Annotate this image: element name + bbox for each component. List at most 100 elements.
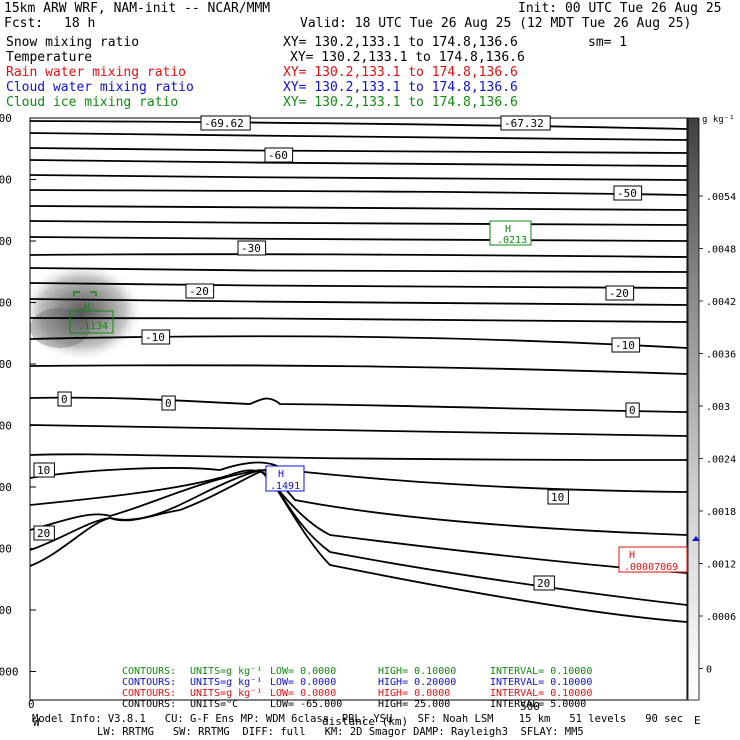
isotherm xyxy=(30,236,687,242)
max-h-ice2: H xyxy=(84,302,90,313)
isotherm xyxy=(30,282,687,289)
max-value-ice2: .1134 xyxy=(78,321,108,332)
contour-info-cell: CONTOURS: xyxy=(122,677,176,688)
temperature-label-box xyxy=(613,185,643,201)
y-tick-label: 500 xyxy=(0,358,12,371)
forecast-hour: 18 h xyxy=(64,16,96,31)
temperature-label-box xyxy=(547,489,569,505)
colorbar xyxy=(687,117,700,701)
temperature-label: -69.62 xyxy=(204,117,244,130)
y-tick-label: .00 xyxy=(0,112,12,125)
contour-info-cell: UNITS=°C xyxy=(190,699,238,710)
temperature-label: -10 xyxy=(615,339,635,352)
contour-info-cell: CONTOURS: xyxy=(122,699,176,710)
x-tick-500: 500 xyxy=(520,700,540,713)
plot-frame xyxy=(29,117,688,701)
temperature-label: 0 xyxy=(61,393,68,406)
y-tick-label: 200 xyxy=(0,174,12,187)
contour-info-cell: UNITS=g kg⁻¹ xyxy=(190,688,262,699)
y-tick-label: 900 xyxy=(0,604,12,617)
x-tick-0: 0 xyxy=(28,698,35,711)
isotherm xyxy=(30,147,687,154)
model-physics: LW: RRTMG SW: RRTMG DIFF: full KM: 2D Sm… xyxy=(97,726,584,738)
contour-info-cell: UNITS=g kg⁻¹ xyxy=(190,677,262,688)
temperature-label-box xyxy=(33,525,55,541)
x-end-right: E xyxy=(694,714,701,727)
temperature-label: 0 xyxy=(165,397,172,410)
max-value-ice1: .0213 xyxy=(497,235,527,246)
colorbar-tick-label: .0042 xyxy=(706,297,736,308)
isotherm xyxy=(30,396,687,413)
isotherm xyxy=(30,220,687,226)
temperature-label: -60 xyxy=(268,149,288,162)
contour-info-cell: INTERVAL= 5.0000 xyxy=(490,699,586,710)
contour-info-cell: CONTOURS: xyxy=(122,666,176,677)
temperature-label: -20 xyxy=(189,285,209,298)
colorbar-tick-label: .0012 xyxy=(706,560,736,571)
maxima-ice-2: H .1134 xyxy=(69,291,114,334)
temperature-label-box xyxy=(200,115,251,131)
temperature-label-box xyxy=(33,462,55,478)
temperature-label: 20 xyxy=(37,527,50,540)
max-h-rain: H xyxy=(629,550,635,561)
isotherm xyxy=(30,468,687,623)
isotherm xyxy=(30,120,687,130)
colorbar-ticks: .0054 .0048 .0042 .0036 .003 .0024 .0018 .0012.… xyxy=(699,115,736,676)
isotherm xyxy=(30,461,687,493)
y-tick-label: 800 xyxy=(0,543,12,556)
temperature-label: -50 xyxy=(617,187,637,200)
field-rain-name: Rain water mixing ratio xyxy=(6,65,187,80)
x-end-left: W xyxy=(33,716,40,729)
temperature-label: -30 xyxy=(241,242,261,255)
field-cloudice-xy: XY= 130.2,133.1 to 174.8,136.6 xyxy=(283,95,518,110)
contour-info-cell: CONTOURS: xyxy=(122,688,176,699)
colorbar-tick-label: .003 xyxy=(706,402,730,413)
max-value-rain: .00007069 xyxy=(624,562,678,573)
isotherm xyxy=(30,205,687,211)
temperature-label-box xyxy=(237,240,267,256)
contour-info-cell: HIGH= 0.20000 xyxy=(378,677,456,688)
contour-info-cell: INTERVAL= 0.10000 xyxy=(490,688,592,699)
forecast-label: Fcst: xyxy=(4,16,44,31)
field-cloudice-name: Cloud ice mixing ratio xyxy=(6,95,179,110)
contour-info-cell: INTERVAL= 0.10000 xyxy=(490,677,592,688)
y-tick-label: 400 xyxy=(0,297,12,310)
temperature-label: 10 xyxy=(37,464,50,477)
temperature-label: 10 xyxy=(551,491,564,504)
temperature-label: 0 xyxy=(629,404,636,417)
temperature-label-box xyxy=(264,147,294,163)
temperature-label: -10 xyxy=(145,331,165,344)
max-h-ice1: H xyxy=(505,224,511,235)
isotherm xyxy=(30,174,687,181)
y-tick-label: 1000 xyxy=(0,666,19,679)
colorbar-unit: g kg⁻¹ xyxy=(702,115,735,125)
colorbar-tick-label: .0024 xyxy=(706,455,736,466)
snow-shading xyxy=(30,262,144,362)
contour-info-cell: LOW= -65.000 xyxy=(270,699,342,710)
contour-info-cell: HIGH= 0.0000 xyxy=(378,688,450,699)
field-snow-name: Snow mixing ratio xyxy=(6,35,140,50)
contour-info-cell: HIGH= 25.000 xyxy=(378,699,450,710)
colorbar-tick-label: .0048 xyxy=(706,245,736,256)
isotherm xyxy=(30,253,687,258)
colorbar-tick-label: .0054 xyxy=(706,192,736,203)
temperature-label-box xyxy=(625,402,640,418)
colorbar-tick-label: .0018 xyxy=(706,507,736,518)
contour-info-cell: LOW= 0.0000 xyxy=(270,688,336,699)
max-h-cloudwater: H xyxy=(278,469,284,480)
field-temp-xy: XY= 130.2,133.1 to 174.8,136.6 xyxy=(290,50,525,65)
temperature-label-box xyxy=(500,115,551,131)
contour-info-cell: LOW= 0.0000 xyxy=(270,677,336,688)
isotherm xyxy=(30,132,687,141)
model-info: Model Info: V3.8.1 CU: G-F Ens MP: WDM 6… xyxy=(32,713,684,725)
isotherm-lines xyxy=(30,120,687,623)
init-time: Init: 00 UTC Tue 26 Aug 25 xyxy=(518,1,722,16)
isotherm xyxy=(30,469,687,536)
field-rain-xy: XY= 130.2,133.1 to 174.8,136.6 xyxy=(283,65,518,80)
maxima-rain: H .00007069 xyxy=(618,546,688,573)
temperature-label-box xyxy=(57,391,72,407)
contour-info-cell: INTERVAL= 0.10000 xyxy=(490,666,592,677)
maxima-cloudwater: H .1491 xyxy=(265,465,305,492)
field-snow-xy: XY= 130.2,133.1 to 174.8,136.6 xyxy=(283,35,518,50)
isotherm xyxy=(30,298,687,306)
